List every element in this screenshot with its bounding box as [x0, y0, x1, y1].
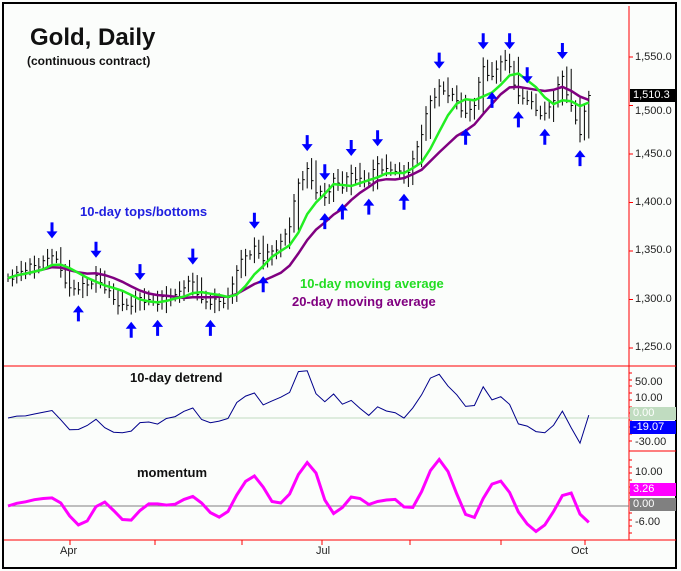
- detrend-tick-label: -30.00: [635, 436, 667, 448]
- bottom-arrow-icon: [512, 111, 524, 128]
- bottom-arrow-icon: [460, 128, 472, 145]
- ma10-label: 10-day moving average: [300, 276, 444, 291]
- bottom-arrow-icon: [574, 150, 586, 167]
- momentum-tick-label: -6.00: [635, 516, 661, 528]
- detrend-last-badge: -19.07: [630, 421, 676, 434]
- momentum-zero-badge: 0.00: [630, 498, 676, 511]
- y-tick-label: 1,300.0: [635, 293, 672, 305]
- top-arrow-icon: [187, 248, 199, 265]
- y-tick-label: 1,450.0: [635, 148, 672, 160]
- top-arrow-icon: [90, 241, 102, 258]
- detrend-tick-label: 10.00: [635, 392, 663, 404]
- bottom-arrow-icon: [486, 91, 498, 108]
- momentum-line: [7, 457, 590, 534]
- momentum-last-badge: 3.26: [630, 483, 676, 496]
- y-tick-label: 1,550.0: [635, 51, 672, 63]
- momentum-label: momentum: [137, 465, 208, 480]
- top-arrow-icon: [372, 130, 384, 147]
- top-arrow-icon: [345, 139, 357, 156]
- top-arrow-icon: [521, 67, 533, 84]
- top-arrow-icon: [477, 33, 489, 50]
- detrend-tick-label: 50.00: [635, 376, 663, 388]
- x-tick-label: Oct: [571, 545, 589, 557]
- bottom-arrow-icon: [72, 305, 84, 322]
- top-arrow-icon: [319, 164, 331, 181]
- bottom-arrow-icon: [539, 128, 551, 145]
- detrend-zero-badge: 0.00: [630, 407, 676, 420]
- bottom-arrow-icon: [152, 319, 164, 336]
- top-arrow-icon: [134, 264, 146, 281]
- bottom-arrow-icon: [204, 319, 216, 336]
- y-tick-label: 1,250.0: [635, 341, 672, 353]
- tops-bottoms-label: 10-day tops/bottoms: [80, 204, 208, 219]
- x-tick-label: Jul: [316, 545, 331, 557]
- y-tick-label: 1,400.0: [635, 196, 672, 208]
- bottom-arrow-icon: [125, 321, 137, 338]
- bottom-arrow-icon: [319, 213, 331, 230]
- y-tick-label: 1,350.0: [635, 244, 672, 256]
- ma20-label: 20-day moving average: [292, 294, 436, 309]
- bottom-arrow-icon: [336, 203, 348, 220]
- x-tick-label: Apr: [60, 545, 78, 557]
- top-arrow-icon: [433, 52, 445, 69]
- bottom-arrow-icon: [363, 198, 375, 215]
- bottom-arrow-icon: [257, 276, 269, 293]
- detrend-label: 10-day detrend: [130, 370, 223, 385]
- price-last-badge: 1,510.3: [630, 89, 676, 102]
- top-arrow-icon: [46, 222, 58, 239]
- top-arrow-icon: [248, 212, 260, 229]
- y-tick-label: 1,500.0: [635, 105, 672, 117]
- bottom-arrow-icon: [398, 193, 410, 210]
- momentum-tick-label: 10.00: [635, 466, 663, 478]
- top-arrow-icon: [556, 42, 568, 59]
- top-arrow-icon: [301, 135, 313, 152]
- detrend-line: [7, 370, 590, 445]
- chart-subtitle: (continuous contract): [27, 54, 151, 68]
- chart-title: Gold, Daily: [30, 24, 156, 51]
- top-arrow-icon: [504, 33, 516, 50]
